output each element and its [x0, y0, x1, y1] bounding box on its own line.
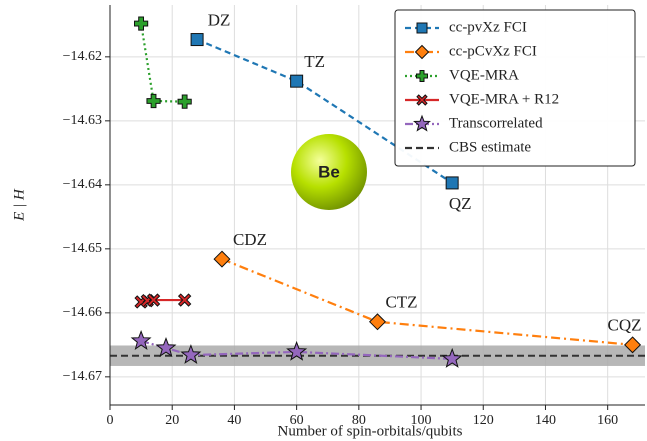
y-axis-label: E | H — [11, 188, 27, 222]
point-label: DZ — [208, 10, 231, 29]
x-tick-label: 160 — [597, 413, 618, 428]
marker — [370, 314, 386, 330]
series-line — [141, 24, 185, 102]
legend-label: CBS estimate — [449, 139, 531, 155]
y-tick-label: −14.67 — [63, 369, 102, 384]
x-tick-label: 140 — [535, 413, 556, 428]
legend-label: VQE-MRA + R12 — [449, 91, 559, 107]
marker — [291, 75, 303, 87]
point-label: CQZ — [608, 316, 642, 335]
x-tick-label: 120 — [473, 413, 494, 428]
marker — [147, 94, 160, 107]
legend-label: VQE-MRA — [449, 67, 519, 83]
marker — [135, 17, 148, 30]
legend-label: cc-pCvXz FCI — [449, 43, 537, 59]
legend: cc-pvXz FCI cc-pCvXz FCI VQE-MRA VQE-MRA + … — [395, 10, 635, 166]
legend-label: cc-pvXz FCI — [449, 19, 527, 35]
x-tick-label: 40 — [227, 413, 241, 428]
marker — [191, 34, 203, 46]
marker — [178, 95, 191, 108]
x-tick-label: 20 — [165, 413, 179, 428]
series-line — [222, 259, 633, 345]
point-label: TZ — [304, 52, 325, 71]
point-label: CDZ — [233, 230, 267, 249]
y-tick-label: −14.65 — [63, 241, 102, 256]
marker — [417, 23, 427, 33]
legend-label: Transcorrelated — [449, 115, 543, 131]
y-tick-label: −14.63 — [63, 113, 102, 128]
y-tick-label: −14.66 — [63, 305, 102, 320]
x-tick-label: 0 — [107, 413, 114, 428]
marker — [214, 251, 230, 267]
point-label: QZ — [449, 194, 472, 213]
marker — [446, 177, 458, 189]
atom-label: Be — [318, 162, 340, 181]
y-tick-label: −14.64 — [63, 177, 102, 192]
point-label: CTZ — [385, 293, 417, 312]
y-tick-label: −14.62 — [63, 49, 102, 64]
chart: 020406080100120140160−14.62−14.63−14.64−… — [0, 0, 647, 441]
x-axis-label: Number of spin-orbitals/qubits — [278, 423, 463, 439]
